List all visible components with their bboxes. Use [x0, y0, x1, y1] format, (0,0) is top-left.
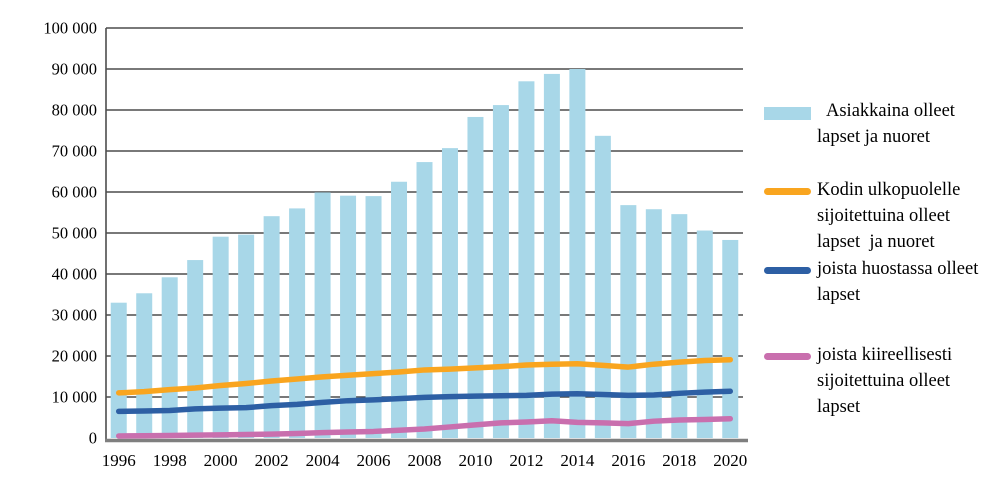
legend-swatch-blue-line-icon — [764, 267, 811, 274]
bar-2014 — [569, 69, 586, 438]
x-tick-label: 2016 — [611, 451, 645, 470]
y-tick-label: 0 — [89, 429, 97, 448]
bar-2011 — [492, 105, 509, 438]
legend: Asiakkaina olleet lapset ja nuoret Kodin… — [764, 0, 1004, 501]
line-kiireellisesti — [115, 415, 734, 439]
legend-label-line: Kodin ulkopuolelle — [817, 180, 961, 200]
legend-item-kodin-ulkopuolelle: Kodin ulkopuolelle sijoitettuina olleet … — [764, 177, 960, 255]
legend-label-line: sijoitettuina olleet — [817, 371, 951, 391]
y-tick-label: 90 000 — [52, 60, 97, 79]
x-tick-label: 2004 — [306, 451, 341, 470]
legend-item-kiireellisesti: joista kiireellisesti sijoitettuina olle… — [764, 342, 952, 420]
bar-2009 — [441, 148, 458, 438]
legend-label-line: lapset ja nuoret — [817, 232, 935, 252]
bar-2010 — [467, 116, 484, 438]
x-tick-label: 2010 — [458, 451, 492, 470]
x-tick-label: 2018 — [662, 451, 696, 470]
bar-2016 — [620, 205, 637, 438]
x-tick-label: 2014 — [560, 451, 595, 470]
bar-2017 — [645, 209, 662, 438]
legend-label-line: lapset — [817, 397, 861, 417]
x-tick-label: 2002 — [255, 451, 289, 470]
legend-item-asiakkaina: Asiakkaina olleet lapset ja nuoret — [764, 98, 955, 150]
y-tick-label: 40 000 — [52, 265, 97, 284]
legend-label-asiakkaina: Asiakkaina olleet lapset ja nuoret — [817, 98, 955, 150]
legend-label-line: sijoitettuina olleet — [817, 206, 951, 226]
bar-2018 — [671, 214, 688, 438]
x-tick-label: 1996 — [102, 451, 136, 470]
y-tick-label: 100 000 — [43, 19, 97, 38]
bar-2001 — [238, 234, 255, 438]
bar-1998 — [161, 277, 178, 438]
legend-item-huostassa: joista huostassa olleet lapset — [764, 256, 978, 308]
legend-swatch-pink-line-icon — [764, 353, 811, 360]
legend-label-line: lapset — [817, 285, 861, 305]
legend-swatch-bar-icon — [764, 107, 811, 120]
bar-1997 — [136, 293, 153, 438]
y-tick-label: 70 000 — [52, 142, 97, 161]
line-kodin-ulkopuolelle — [115, 356, 734, 396]
y-tick-label: 50 000 — [52, 224, 97, 243]
legend-swatch-orange-line-icon — [764, 188, 811, 195]
x-tick-label: 2006 — [357, 451, 391, 470]
legend-label-line: joista huostassa olleet — [817, 259, 979, 279]
y-tick-label: 80 000 — [52, 101, 97, 120]
y-tick-label: 10 000 — [52, 388, 97, 407]
legend-label-line: Asiakkaina olleet — [826, 101, 955, 121]
bar-2006 — [365, 196, 382, 438]
bar-2019 — [696, 230, 713, 438]
x-tick-label: 1998 — [153, 451, 187, 470]
y-tick-label: 30 000 — [52, 306, 97, 325]
x-tick-label: 2012 — [509, 451, 543, 470]
bar-1999 — [187, 260, 204, 438]
legend-label-line: joista kiireellisesti — [817, 345, 953, 365]
bar-2013 — [543, 73, 560, 439]
x-tick-label: 2020 — [713, 451, 747, 470]
bar-2020 — [722, 239, 739, 438]
x-tick-label: 2000 — [204, 451, 238, 470]
y-tick-label: 60 000 — [52, 183, 97, 202]
bar-2012 — [518, 81, 535, 439]
bar-1996 — [110, 302, 127, 438]
y-tick-label: 20 000 — [52, 347, 97, 366]
line-huostassa — [115, 388, 734, 415]
legend-label-kiireellisesti: joista kiireellisesti sijoitettuina olle… — [817, 342, 952, 420]
x-tick-label: 2008 — [408, 451, 442, 470]
legend-label-huostassa: joista huostassa olleet lapset — [817, 256, 978, 308]
legend-label-line: lapset ja nuoret — [817, 127, 931, 147]
legend-label-kodin-ulkopuolelle: Kodin ulkopuolelle sijoitettuina olleet … — [817, 177, 960, 255]
